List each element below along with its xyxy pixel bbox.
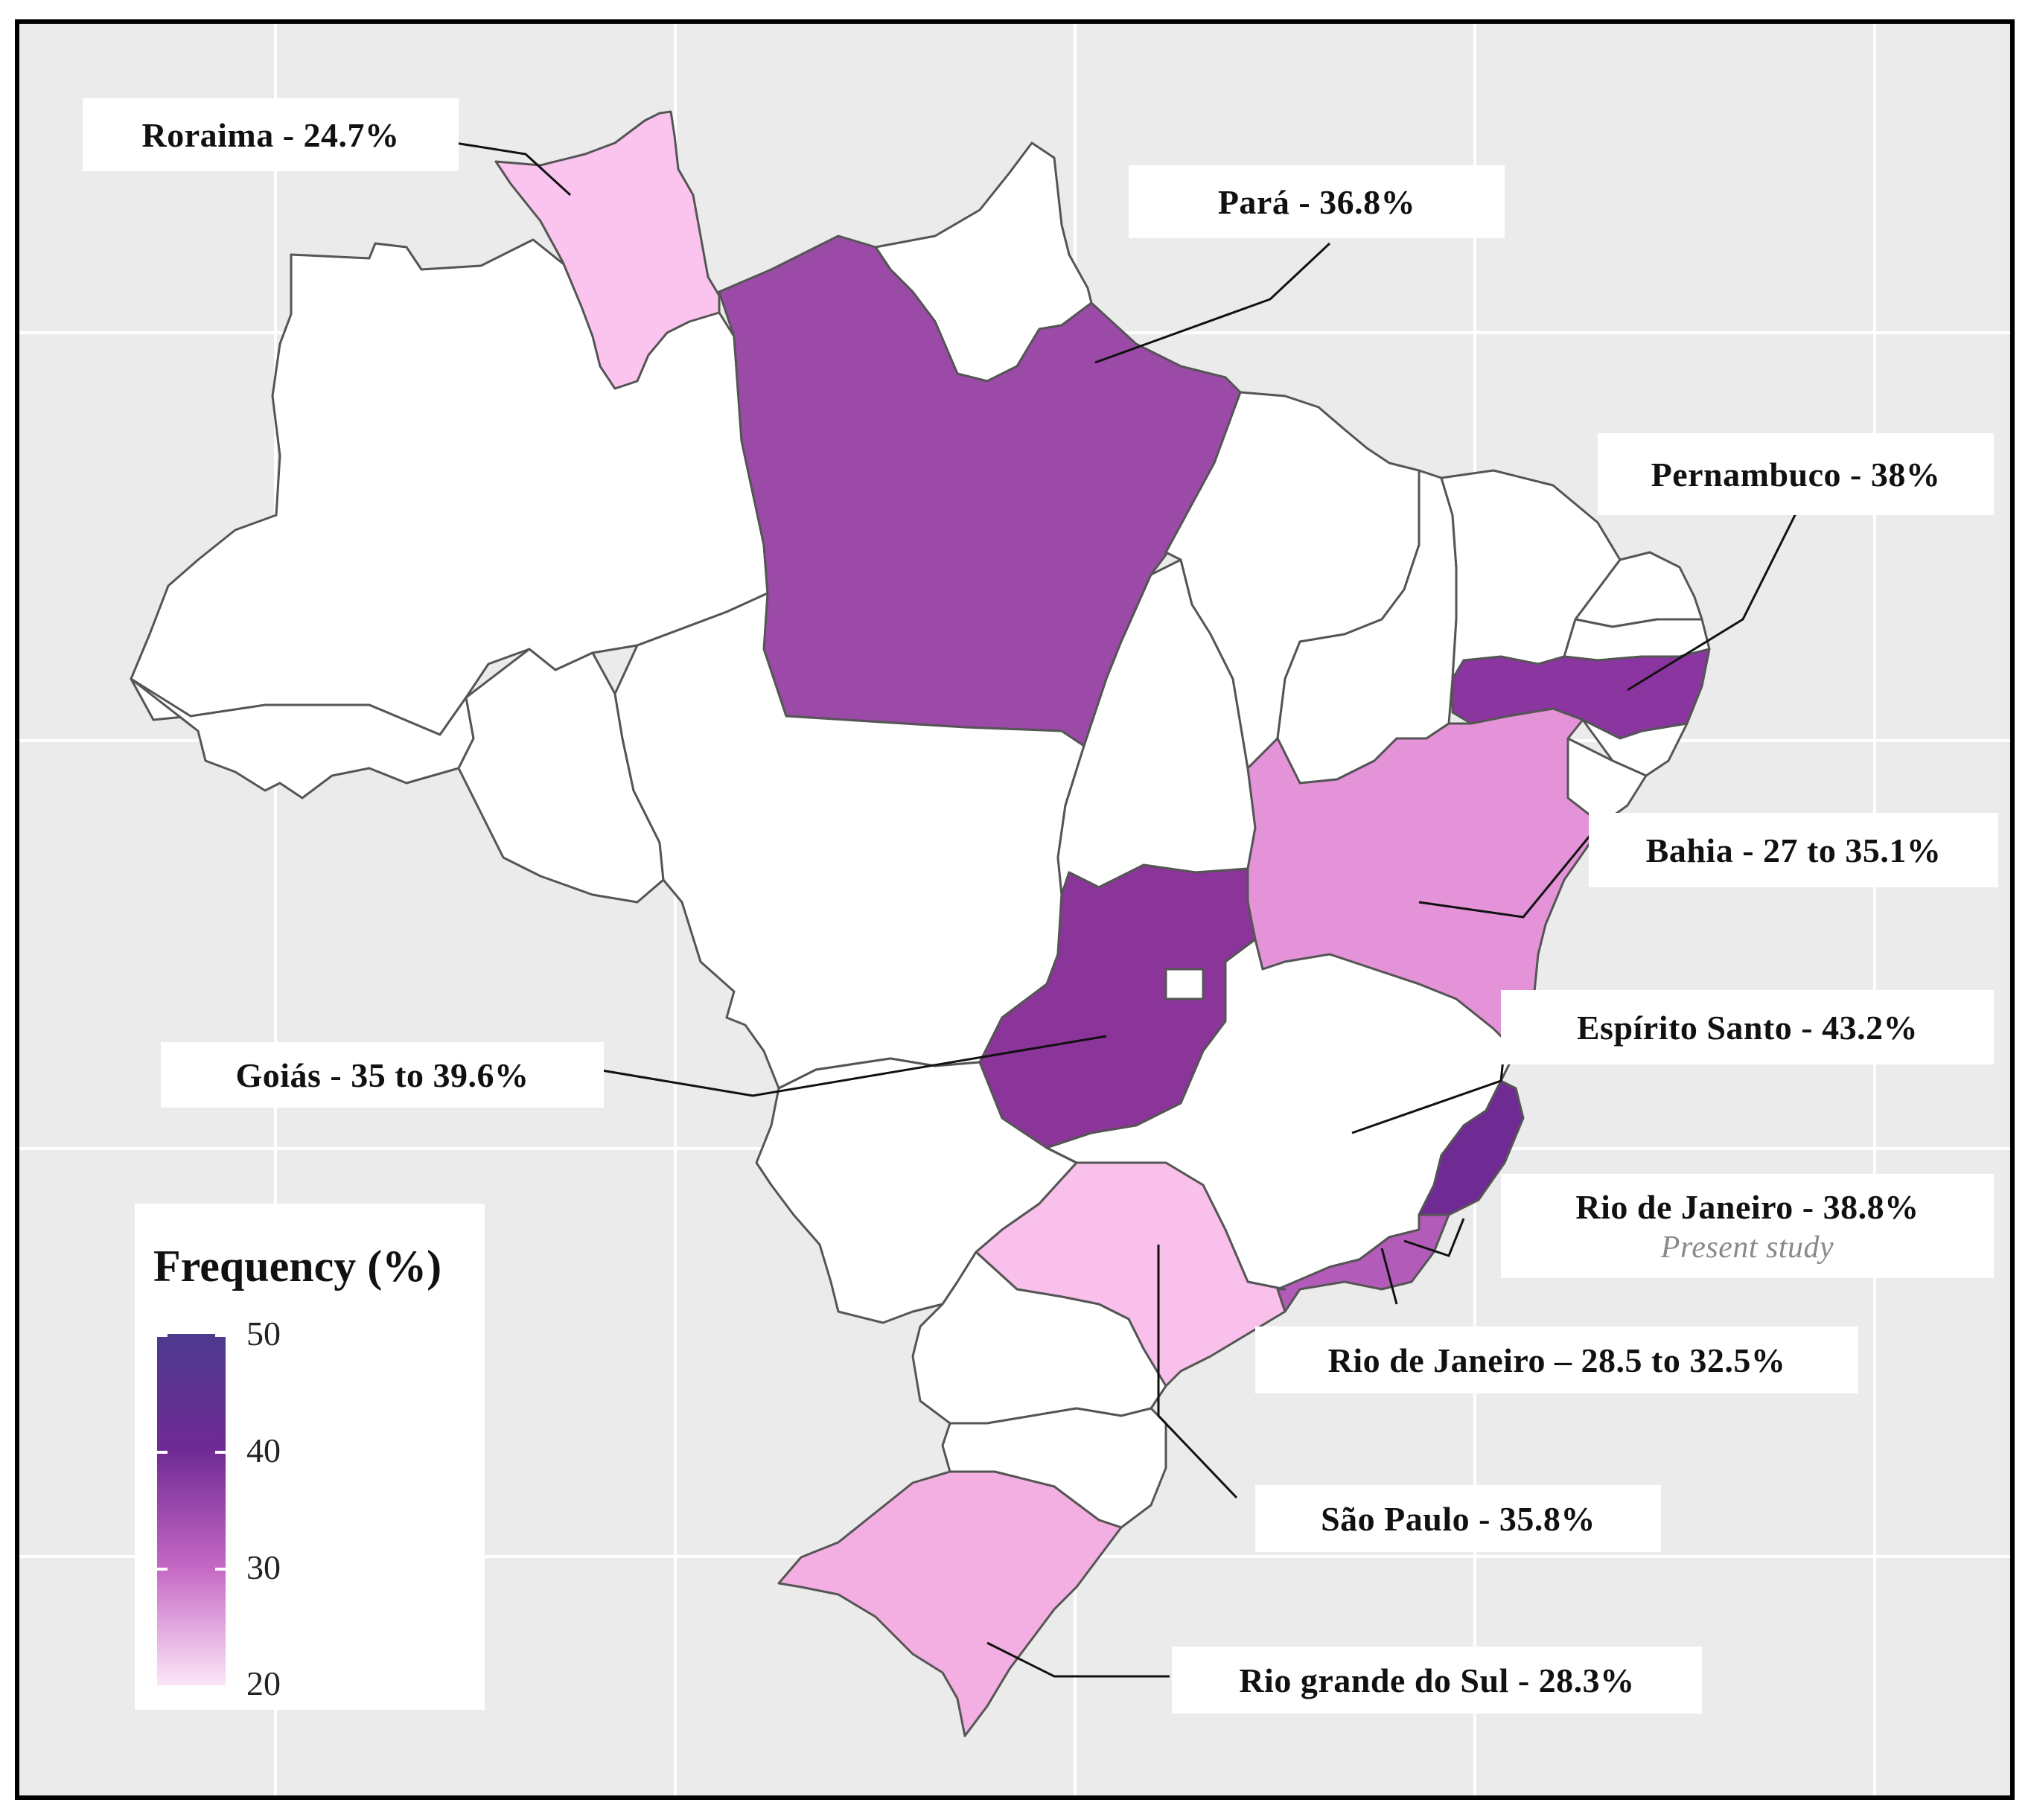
region-rio-grande-do-sul bbox=[777, 1470, 1123, 1737]
legend-tick-label: 40 bbox=[246, 1431, 281, 1469]
legend-tick-label: 30 bbox=[246, 1548, 281, 1586]
label-espirito-santo-text: Espírito Santo - 43.2% bbox=[1576, 1008, 1919, 1047]
label-rio-de-janeiro-present: Rio de Janeiro - 38.8% Present study bbox=[1501, 1174, 1994, 1278]
region-espirito-santo bbox=[1418, 1079, 1525, 1216]
region-acre bbox=[130, 677, 475, 799]
label-pernambuco-text: Pernambuco - 38% bbox=[1651, 455, 1941, 494]
label-bahia: Bahia - 27 to 35.1% bbox=[1589, 813, 1998, 887]
label-rio-grande-do-sul: Rio grande do Sul - 28.3% bbox=[1172, 1647, 1702, 1714]
brazil-map bbox=[19, 24, 2010, 1795]
map-panel: Roraima - 24.7% Pará - 36.8% Pernambuco … bbox=[15, 19, 2015, 1800]
label-pernambuco: Pernambuco - 38% bbox=[1598, 433, 1994, 515]
label-rio-de-janeiro-other-text: Rio de Janeiro – 28.5 to 32.5% bbox=[1327, 1341, 1786, 1379]
legend-color-bar bbox=[157, 1334, 226, 1685]
region-rio-de-janeiro bbox=[1276, 1213, 1450, 1313]
label-rio-de-janeiro-present-text: Rio de Janeiro - 38.8% bbox=[1575, 1187, 1919, 1226]
legend-tick-label: 20 bbox=[246, 1664, 281, 1702]
legend-tick bbox=[157, 1568, 168, 1571]
label-sao-paulo-text: São Paulo - 35.8% bbox=[1321, 1499, 1595, 1538]
label-rio-grande-do-sul-text: Rio grande do Sul - 28.3% bbox=[1239, 1661, 1635, 1699]
region-distrito-federal bbox=[1164, 968, 1205, 1000]
legend-tick bbox=[157, 1451, 168, 1454]
legend-tick bbox=[215, 1568, 226, 1571]
legend-tick-label: 50 bbox=[246, 1315, 281, 1353]
legend-tick bbox=[157, 1334, 168, 1337]
label-espirito-santo: Espírito Santo - 43.2% bbox=[1501, 990, 1994, 1064]
label-para-text: Pará - 36.8% bbox=[1217, 182, 1416, 221]
label-sao-paulo: São Paulo - 35.8% bbox=[1255, 1485, 1661, 1552]
region-roraima bbox=[494, 110, 721, 390]
present-study-note: Present study bbox=[1660, 1230, 1834, 1265]
region-sao-paulo bbox=[975, 1146, 1286, 1388]
label-roraima: Roraima - 24.7% bbox=[83, 98, 459, 171]
legend-tick bbox=[215, 1334, 226, 1337]
label-roraima-text: Roraima - 24.7% bbox=[141, 115, 400, 154]
legend-tick bbox=[215, 1451, 226, 1454]
label-goias-text: Goiás - 35 to 39.6% bbox=[235, 1056, 529, 1094]
label-goias: Goiás - 35 to 39.6% bbox=[161, 1042, 604, 1108]
legend-title: Frequency (%) bbox=[153, 1242, 442, 1291]
label-bahia-text: Bahia - 27 to 35.1% bbox=[1645, 831, 1942, 869]
label-para: Pará - 36.8% bbox=[1129, 165, 1505, 238]
label-rio-de-janeiro-other: Rio de Janeiro – 28.5 to 32.5% bbox=[1255, 1326, 1858, 1393]
legend: Frequency (%) 50 40 30 20 bbox=[135, 1204, 485, 1710]
